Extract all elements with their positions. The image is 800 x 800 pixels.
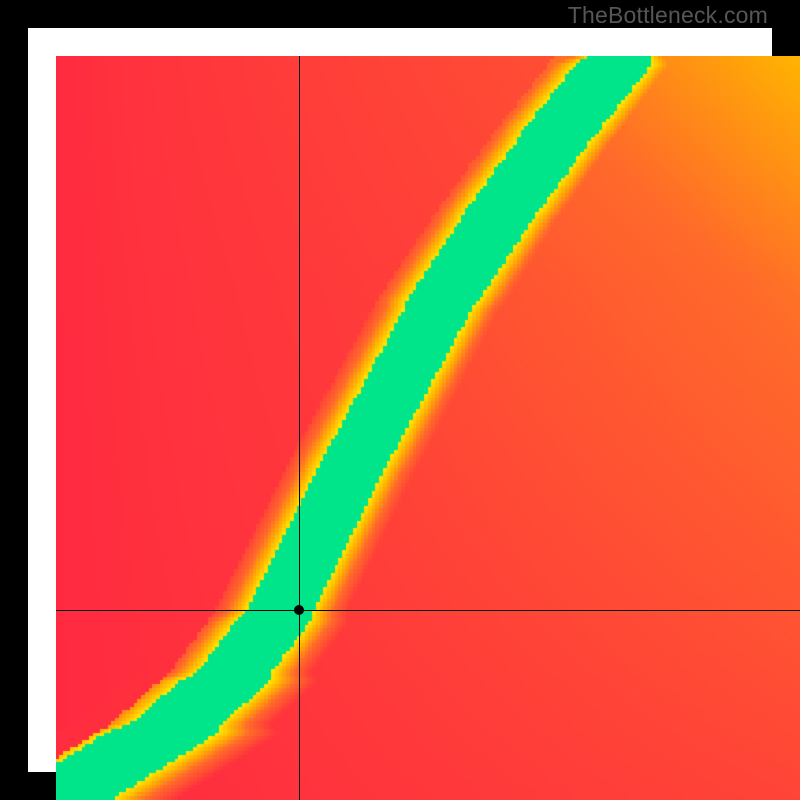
plot-frame: [0, 0, 800, 800]
crosshair-vertical: [299, 56, 300, 800]
crosshair-horizontal: [56, 610, 800, 611]
heatmap-canvas: [56, 56, 800, 800]
watermark-text: TheBottleneck.com: [568, 2, 768, 29]
crosshair-marker: [294, 605, 304, 615]
plot-area: [56, 56, 800, 800]
